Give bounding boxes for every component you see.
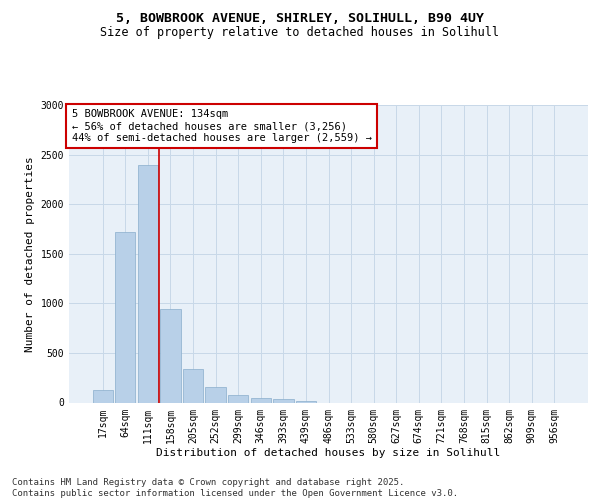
Bar [251,398,271,402]
Text: Contains HM Land Registry data © Crown copyright and database right 2025.
Contai: Contains HM Land Registry data © Crown c… [12,478,458,498]
Text: Size of property relative to detached houses in Solihull: Size of property relative to detached ho… [101,26,499,39]
Bar [273,399,293,402]
Text: 5 BOWBROOK AVENUE: 134sqm
← 56% of detached houses are smaller (3,256)
44% of se: 5 BOWBROOK AVENUE: 134sqm ← 56% of detac… [71,110,371,142]
Text: 5, BOWBROOK AVENUE, SHIRLEY, SOLIHULL, B90 4UY: 5, BOWBROOK AVENUE, SHIRLEY, SOLIHULL, B… [116,12,484,26]
Bar [138,166,158,402]
Bar [115,232,136,402]
Bar [296,400,316,402]
Bar [205,386,226,402]
Bar [228,394,248,402]
Bar [92,390,113,402]
Bar [183,369,203,402]
Y-axis label: Number of detached properties: Number of detached properties [25,156,35,352]
X-axis label: Distribution of detached houses by size in Solihull: Distribution of detached houses by size … [157,448,500,458]
Bar [160,310,181,402]
